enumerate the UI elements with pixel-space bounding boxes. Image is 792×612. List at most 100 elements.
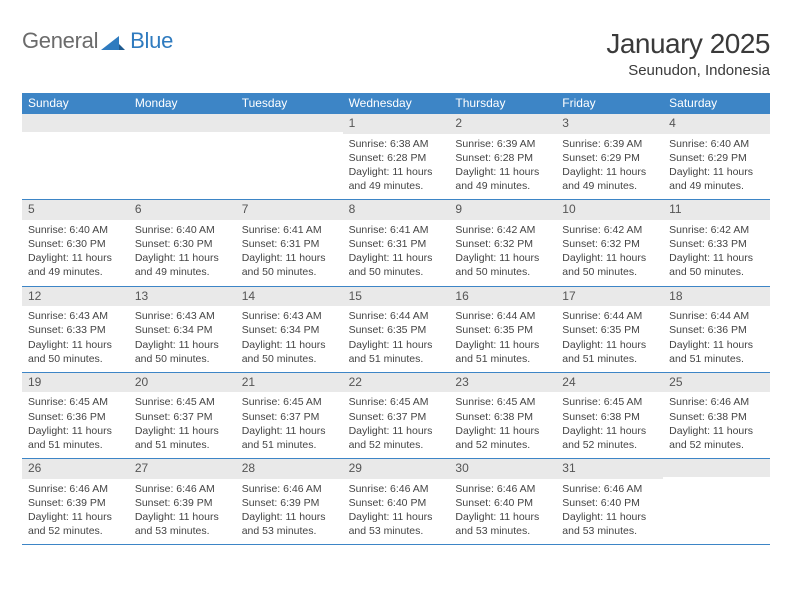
- calendar-cell: 25Sunrise: 6:46 AMSunset: 6:38 PMDayligh…: [663, 373, 770, 458]
- weekday-fri: Friday: [556, 93, 663, 114]
- day-number: 24: [556, 373, 663, 393]
- sunset-text: Sunset: 6:38 PM: [669, 410, 764, 424]
- sunrise-text: Sunrise: 6:40 AM: [669, 137, 764, 151]
- sunrise-text: Sunrise: 6:46 AM: [28, 482, 123, 496]
- calendar-cell: 1Sunrise: 6:38 AMSunset: 6:28 PMDaylight…: [343, 114, 450, 199]
- calendar-cell: 3Sunrise: 6:39 AMSunset: 6:29 PMDaylight…: [556, 114, 663, 199]
- sunrise-text: Sunrise: 6:44 AM: [455, 309, 550, 323]
- day-number: 21: [236, 373, 343, 393]
- day-details: Sunrise: 6:43 AMSunset: 6:34 PMDaylight:…: [236, 306, 343, 372]
- day-number: 27: [129, 459, 236, 479]
- day-details: Sunrise: 6:46 AMSunset: 6:39 PMDaylight:…: [129, 479, 236, 545]
- daylight-text: Daylight: 11 hours and 53 minutes.: [349, 510, 444, 538]
- day-number: 11: [663, 200, 770, 220]
- day-number: 28: [236, 459, 343, 479]
- page-title: January 2025: [606, 28, 770, 60]
- day-number: 14: [236, 287, 343, 307]
- calendar-cell: 5Sunrise: 6:40 AMSunset: 6:30 PMDaylight…: [22, 200, 129, 285]
- sunset-text: Sunset: 6:30 PM: [28, 237, 123, 251]
- daylight-text: Daylight: 11 hours and 50 minutes.: [562, 251, 657, 279]
- day-number: 25: [663, 373, 770, 393]
- daylight-text: Daylight: 11 hours and 52 minutes.: [349, 424, 444, 452]
- calendar-week: 26Sunrise: 6:46 AMSunset: 6:39 PMDayligh…: [22, 459, 770, 545]
- day-number: 12: [22, 287, 129, 307]
- calendar-cell: 13Sunrise: 6:43 AMSunset: 6:34 PMDayligh…: [129, 287, 236, 372]
- logo-triangle-icon: [101, 32, 125, 50]
- day-details: Sunrise: 6:44 AMSunset: 6:35 PMDaylight:…: [343, 306, 450, 372]
- calendar-week: 5Sunrise: 6:40 AMSunset: 6:30 PMDaylight…: [22, 200, 770, 286]
- sunset-text: Sunset: 6:36 PM: [28, 410, 123, 424]
- title-block: January 2025 Seunudon, Indonesia: [606, 28, 770, 79]
- day-number: 23: [449, 373, 556, 393]
- day-details: Sunrise: 6:38 AMSunset: 6:28 PMDaylight:…: [343, 134, 450, 200]
- daylight-text: Daylight: 11 hours and 50 minutes.: [669, 251, 764, 279]
- day-details: [22, 132, 129, 199]
- day-number: 17: [556, 287, 663, 307]
- calendar-cell: 26Sunrise: 6:46 AMSunset: 6:39 PMDayligh…: [22, 459, 129, 544]
- daylight-text: Daylight: 11 hours and 53 minutes.: [135, 510, 230, 538]
- calendar-cell: 16Sunrise: 6:44 AMSunset: 6:35 PMDayligh…: [449, 287, 556, 372]
- sunrise-text: Sunrise: 6:42 AM: [455, 223, 550, 237]
- day-details: Sunrise: 6:43 AMSunset: 6:33 PMDaylight:…: [22, 306, 129, 372]
- sunrise-text: Sunrise: 6:41 AM: [242, 223, 337, 237]
- sunset-text: Sunset: 6:33 PM: [28, 323, 123, 337]
- sunrise-text: Sunrise: 6:46 AM: [562, 482, 657, 496]
- calendar-cell: 29Sunrise: 6:46 AMSunset: 6:40 PMDayligh…: [343, 459, 450, 544]
- sunset-text: Sunset: 6:31 PM: [242, 237, 337, 251]
- sunrise-text: Sunrise: 6:43 AM: [135, 309, 230, 323]
- sunrise-text: Sunrise: 6:46 AM: [455, 482, 550, 496]
- day-number: 16: [449, 287, 556, 307]
- weekday-header-row: Sunday Monday Tuesday Wednesday Thursday…: [22, 93, 770, 114]
- calendar-cell: 4Sunrise: 6:40 AMSunset: 6:29 PMDaylight…: [663, 114, 770, 199]
- sunrise-text: Sunrise: 6:45 AM: [349, 395, 444, 409]
- day-number: 30: [449, 459, 556, 479]
- day-number: 29: [343, 459, 450, 479]
- daylight-text: Daylight: 11 hours and 49 minutes.: [28, 251, 123, 279]
- day-details: Sunrise: 6:44 AMSunset: 6:35 PMDaylight:…: [449, 306, 556, 372]
- page: GeneralBlue January 2025 Seunudon, Indon…: [0, 0, 792, 545]
- calendar-cell: [22, 114, 129, 199]
- calendar-week: 19Sunrise: 6:45 AMSunset: 6:36 PMDayligh…: [22, 373, 770, 459]
- daylight-text: Daylight: 11 hours and 49 minutes.: [349, 165, 444, 193]
- calendar-cell: 10Sunrise: 6:42 AMSunset: 6:32 PMDayligh…: [556, 200, 663, 285]
- weekday-sun: Sunday: [22, 93, 129, 114]
- daylight-text: Daylight: 11 hours and 51 minutes.: [242, 424, 337, 452]
- day-number: 19: [22, 373, 129, 393]
- calendar-cell: [663, 459, 770, 544]
- weekday-sat: Saturday: [663, 93, 770, 114]
- day-details: Sunrise: 6:46 AMSunset: 6:40 PMDaylight:…: [556, 479, 663, 545]
- calendar-cell: 9Sunrise: 6:42 AMSunset: 6:32 PMDaylight…: [449, 200, 556, 285]
- day-details: Sunrise: 6:46 AMSunset: 6:40 PMDaylight:…: [449, 479, 556, 545]
- day-number: 13: [129, 287, 236, 307]
- daylight-text: Daylight: 11 hours and 52 minutes.: [455, 424, 550, 452]
- calendar-cell: [129, 114, 236, 199]
- sunset-text: Sunset: 6:37 PM: [135, 410, 230, 424]
- daylight-text: Daylight: 11 hours and 49 minutes.: [455, 165, 550, 193]
- day-details: Sunrise: 6:39 AMSunset: 6:28 PMDaylight:…: [449, 134, 556, 200]
- calendar-cell: 8Sunrise: 6:41 AMSunset: 6:31 PMDaylight…: [343, 200, 450, 285]
- day-details: Sunrise: 6:45 AMSunset: 6:36 PMDaylight:…: [22, 392, 129, 458]
- weekday-thu: Thursday: [449, 93, 556, 114]
- sunrise-text: Sunrise: 6:40 AM: [28, 223, 123, 237]
- day-details: Sunrise: 6:46 AMSunset: 6:38 PMDaylight:…: [663, 392, 770, 458]
- day-number: 20: [129, 373, 236, 393]
- daylight-text: Daylight: 11 hours and 50 minutes.: [242, 251, 337, 279]
- day-number: [663, 459, 770, 477]
- day-details: Sunrise: 6:45 AMSunset: 6:37 PMDaylight:…: [343, 392, 450, 458]
- day-number: [129, 114, 236, 132]
- day-details: Sunrise: 6:41 AMSunset: 6:31 PMDaylight:…: [236, 220, 343, 286]
- daylight-text: Daylight: 11 hours and 52 minutes.: [562, 424, 657, 452]
- daylight-text: Daylight: 11 hours and 51 minutes.: [135, 424, 230, 452]
- calendar-cell: 15Sunrise: 6:44 AMSunset: 6:35 PMDayligh…: [343, 287, 450, 372]
- daylight-text: Daylight: 11 hours and 50 minutes.: [28, 338, 123, 366]
- daylight-text: Daylight: 11 hours and 53 minutes.: [455, 510, 550, 538]
- calendar-cell: 11Sunrise: 6:42 AMSunset: 6:33 PMDayligh…: [663, 200, 770, 285]
- sunrise-text: Sunrise: 6:46 AM: [349, 482, 444, 496]
- day-details: Sunrise: 6:44 AMSunset: 6:36 PMDaylight:…: [663, 306, 770, 372]
- sunrise-text: Sunrise: 6:40 AM: [135, 223, 230, 237]
- day-details: Sunrise: 6:45 AMSunset: 6:38 PMDaylight:…: [449, 392, 556, 458]
- calendar-cell: 27Sunrise: 6:46 AMSunset: 6:39 PMDayligh…: [129, 459, 236, 544]
- calendar-body: 1Sunrise: 6:38 AMSunset: 6:28 PMDaylight…: [22, 114, 770, 545]
- calendar: Sunday Monday Tuesday Wednesday Thursday…: [22, 93, 770, 545]
- calendar-cell: 17Sunrise: 6:44 AMSunset: 6:35 PMDayligh…: [556, 287, 663, 372]
